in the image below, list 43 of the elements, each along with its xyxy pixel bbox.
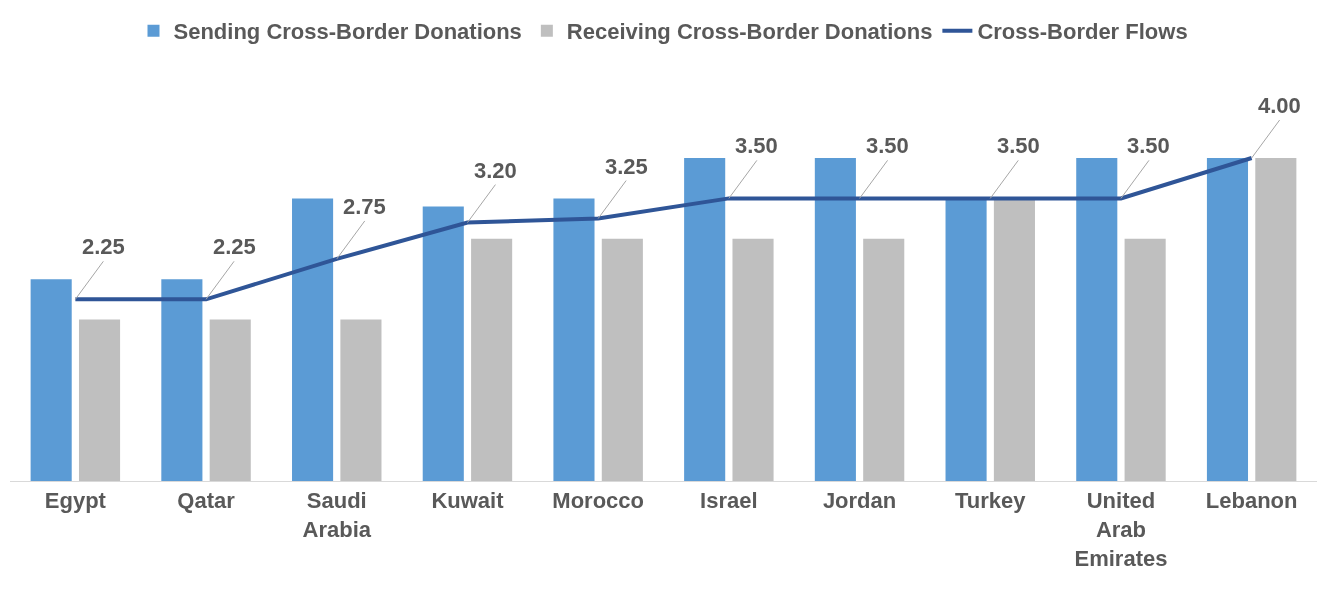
bar <box>553 198 595 481</box>
bar <box>1124 238 1166 481</box>
x-tick-label: Jordan <box>822 488 897 514</box>
legend-label: Sending Cross-Border Donations <box>173 19 522 45</box>
bar <box>601 238 643 481</box>
bar <box>863 238 905 481</box>
data-label: 2.75 <box>343 194 386 219</box>
x-tick-label: Kuwait <box>431 488 505 514</box>
data-label: 2.25 <box>82 234 125 259</box>
x-tick-label: Israel <box>700 488 758 514</box>
x-tick-label: Egypt <box>44 488 107 514</box>
bar <box>471 238 513 481</box>
data-label: 3.20 <box>474 158 517 183</box>
x-tick-label: Morocco <box>552 488 644 514</box>
bar <box>30 279 72 481</box>
bar <box>292 198 334 481</box>
data-label: 3.50 <box>866 133 909 158</box>
x-tick-label: Lebanon <box>1205 488 1298 514</box>
data-label: 3.50 <box>1127 133 1170 158</box>
x-tick-label: Turkey <box>954 488 1027 514</box>
bar <box>732 238 774 481</box>
x-tick-label: United Arab Emirates <box>1074 488 1168 571</box>
bar <box>993 198 1035 481</box>
bar <box>161 279 203 481</box>
bar <box>340 319 382 481</box>
bar <box>422 206 464 481</box>
data-label: 3.50 <box>735 133 778 158</box>
data-label: 2.25 <box>213 234 256 259</box>
bar <box>1255 158 1297 481</box>
legend-label: Receiving Cross-Border Donations <box>566 19 933 45</box>
data-label: 4.00 <box>1258 93 1301 118</box>
bar <box>945 198 987 481</box>
data-label: 3.25 <box>605 154 648 179</box>
legend-label: Cross-Border Flows <box>977 19 1188 45</box>
bar <box>1076 158 1118 481</box>
bar <box>78 319 121 481</box>
x-tick-label: Qatar <box>177 488 236 514</box>
bar <box>209 319 251 481</box>
bar <box>814 158 856 481</box>
data-label: 3.50 <box>997 133 1040 158</box>
bar <box>1206 158 1249 481</box>
x-tick-label: Saudi Arabia <box>302 488 372 542</box>
bar <box>684 158 726 481</box>
